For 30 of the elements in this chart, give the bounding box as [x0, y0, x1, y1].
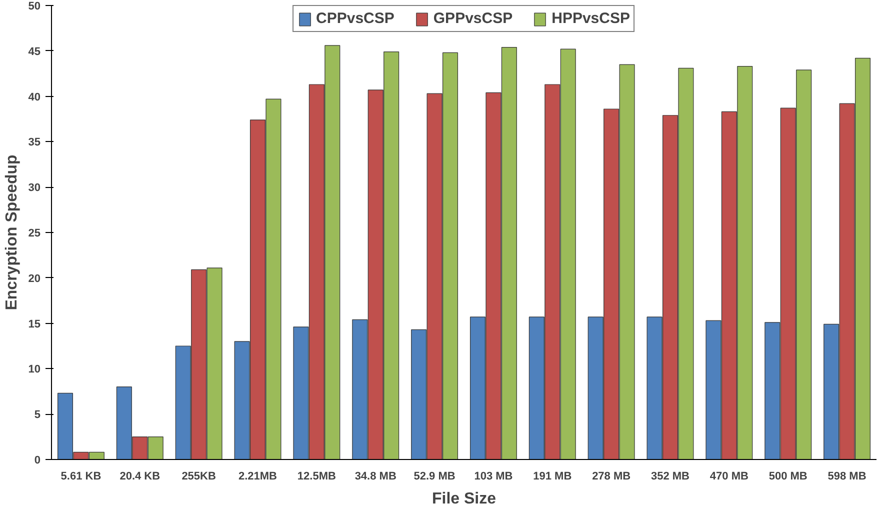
- y-tick-label: 10: [28, 364, 41, 376]
- y-tick-label: 45: [28, 46, 41, 58]
- x-tick-label: 352 MB: [650, 470, 690, 482]
- x-tick-label: 34.8 MB: [354, 470, 396, 482]
- x-tick-label: 2.21MB: [238, 470, 278, 482]
- x-tick-label: 191 MB: [533, 470, 572, 482]
- x-tick-label: 598 MB: [828, 470, 866, 482]
- y-tick-label: 0: [34, 454, 41, 466]
- legend-label: HPPvsCSP: [552, 10, 630, 27]
- x-tick-label: 12.5MB: [297, 470, 336, 482]
- x-tick-label: 500 MB: [768, 470, 808, 482]
- legend-label: CPPvsCSP: [316, 10, 394, 27]
- y-tick-label: 25: [28, 228, 41, 240]
- y-tick-label: 30: [28, 182, 41, 194]
- x-tick-label: 103 MB: [474, 470, 513, 482]
- x-tick-label: 20.4 KB: [120, 470, 160, 482]
- legend-label: GPPvsCSP: [433, 10, 513, 27]
- x-tick-label: 470 MB: [710, 470, 748, 482]
- x-tick-label: 52.9 MB: [414, 470, 456, 482]
- y-tick-label: 40: [28, 91, 41, 104]
- y-tick-label: 15: [28, 318, 41, 330]
- y-tick-label: 20: [28, 272, 41, 285]
- y-axis-title: Encryption Speedup: [3, 154, 20, 310]
- y-tick-label: 50: [28, 0, 41, 12]
- x-tick-label: 255KB: [182, 470, 216, 482]
- x-tick-label: 5.61 KB: [60, 470, 102, 482]
- x-tick-label: 278 MB: [592, 470, 631, 482]
- y-tick-label: 35: [28, 136, 41, 149]
- x-axis-title: File Size: [432, 490, 496, 508]
- y-tick-label: 5: [34, 409, 41, 422]
